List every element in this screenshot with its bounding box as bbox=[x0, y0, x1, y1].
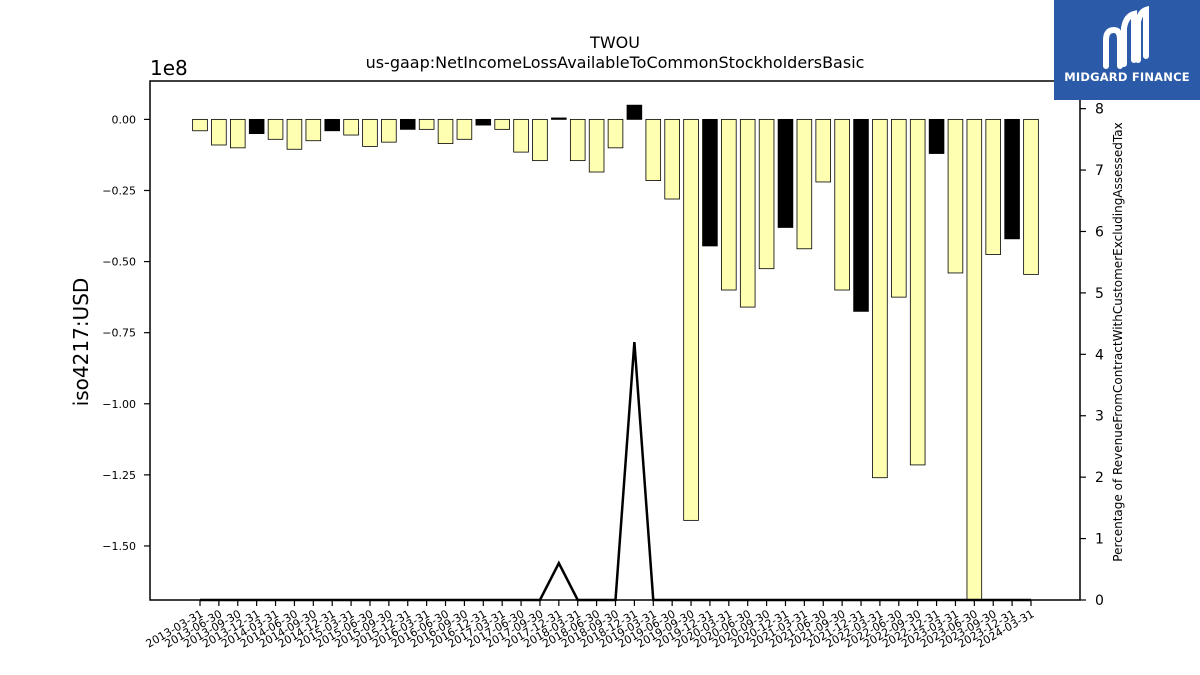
bar-2023-06-30 bbox=[966, 118, 983, 601]
y2-tick-label: 8 bbox=[1095, 102, 1104, 118]
x-axis: 2013-03-312013-06-302013-09-302013-12-31… bbox=[144, 600, 1037, 651]
bar-2017-06-30 bbox=[513, 118, 529, 153]
bar-2022-06-30 bbox=[891, 118, 907, 298]
bar-2016-03-31 bbox=[418, 118, 435, 130]
bar-2015-12-31 bbox=[399, 118, 416, 130]
bar-2020-06-30 bbox=[739, 118, 756, 308]
bar-2014-03-31 bbox=[267, 118, 284, 140]
bar-2020-03-31 bbox=[721, 118, 737, 291]
bar-2016-06-30 bbox=[437, 118, 454, 144]
y-axis-label: iso4217:USD bbox=[69, 278, 93, 407]
y2-tick-label: 2 bbox=[1095, 470, 1104, 486]
bar-2024-03-31 bbox=[1023, 118, 1039, 275]
y-tick-label: −0.75 bbox=[102, 327, 136, 340]
y2-axis-label: Percentage of RevenueFromContractWithCus… bbox=[1111, 122, 1125, 561]
bar-2017-09-30 bbox=[532, 118, 548, 162]
bar-2020-09-30 bbox=[758, 118, 775, 270]
bar-2016-12-31 bbox=[475, 118, 492, 126]
chart-title: TWOU bbox=[589, 33, 640, 52]
y-axis: 0.00 −0.25 −0.50 −0.75 −1.00 −1.25 −1.50 bbox=[102, 113, 150, 553]
brand-logo: MIDGARD FINANCE bbox=[1054, 0, 1200, 100]
bar-2021-03-31 bbox=[796, 118, 813, 250]
bar-2013-03-31 bbox=[192, 118, 208, 132]
bar-2021-06-30 bbox=[815, 118, 832, 183]
plot-frame bbox=[149, 80, 1081, 601]
y-tick-label: −1.00 bbox=[102, 398, 136, 411]
bar-2014-06-30 bbox=[286, 118, 303, 150]
y-tick-label: −0.50 bbox=[102, 256, 136, 269]
y-tick-label: −1.25 bbox=[102, 469, 136, 482]
bar-2015-03-31 bbox=[343, 118, 359, 136]
y2-tick-label: 1 bbox=[1095, 532, 1104, 548]
y2-axis: 0 1 2 3 4 5 6 7 8 bbox=[1080, 102, 1104, 609]
y2-tick-label: 7 bbox=[1095, 163, 1104, 179]
bar-2023-03-31 bbox=[947, 118, 964, 274]
y-tick-label: 0.00 bbox=[112, 113, 137, 126]
bar-2018-03-31 bbox=[569, 118, 586, 162]
bar-2022-03-31 bbox=[872, 118, 888, 479]
y2-tick-label: 4 bbox=[1095, 347, 1104, 363]
bar-2023-12-31 bbox=[1004, 118, 1020, 240]
logo-mark-icon bbox=[1103, 5, 1149, 69]
bar-2018-06-30 bbox=[588, 118, 605, 173]
bar-2013-12-31 bbox=[248, 118, 265, 135]
chart-subtitle: us-gaap:NetIncomeLossAvailableToCommonSt… bbox=[366, 53, 865, 72]
bar-2013-09-30 bbox=[230, 118, 246, 149]
logo-text: MIDGARD FINANCE bbox=[1064, 70, 1190, 84]
bar-2018-12-31 bbox=[626, 104, 643, 120]
bar-2019-12-31 bbox=[702, 118, 718, 247]
bar-2022-12-31 bbox=[928, 118, 945, 154]
bar-2020-12-31 bbox=[777, 118, 794, 228]
bar-2019-06-30 bbox=[664, 118, 680, 200]
bar-2017-03-31 bbox=[494, 118, 510, 130]
bar-2017-12-31 bbox=[551, 117, 567, 120]
line-path bbox=[200, 341, 1031, 602]
y2-tick-label: 5 bbox=[1095, 286, 1104, 302]
bar-2014-12-31 bbox=[324, 118, 340, 132]
bar-2019-03-31 bbox=[645, 118, 662, 181]
bar-series bbox=[192, 104, 1039, 601]
bar-2018-09-30 bbox=[607, 118, 624, 149]
bar-2021-09-30 bbox=[834, 118, 850, 291]
y-offset-label: 1e8 bbox=[150, 56, 188, 80]
y2-tick-label: 0 bbox=[1095, 593, 1104, 609]
y2-tick-label: 3 bbox=[1095, 409, 1104, 425]
bar-2023-09-30 bbox=[985, 118, 1001, 255]
y-tick-label: −1.50 bbox=[102, 540, 136, 553]
bar-2014-09-30 bbox=[305, 118, 322, 142]
bar-2022-09-30 bbox=[909, 118, 926, 466]
line-series bbox=[200, 341, 1031, 602]
y-tick-label: −0.25 bbox=[102, 184, 136, 197]
bar-2015-06-30 bbox=[362, 118, 378, 147]
bar-2015-09-30 bbox=[381, 118, 397, 143]
y2-tick-label: 6 bbox=[1095, 224, 1104, 240]
bar-2021-12-31 bbox=[853, 118, 869, 312]
bar-2013-06-30 bbox=[211, 118, 227, 146]
bar-2019-09-30 bbox=[683, 118, 699, 521]
bar-2016-09-30 bbox=[456, 118, 473, 140]
